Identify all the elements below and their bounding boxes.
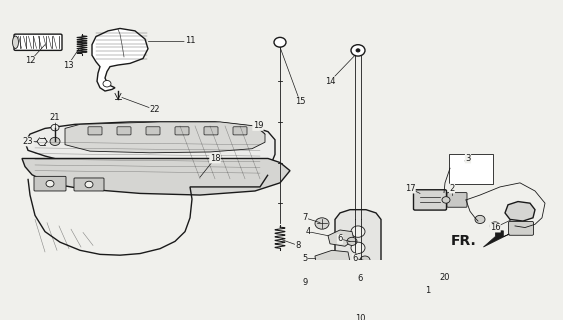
FancyBboxPatch shape bbox=[233, 127, 247, 135]
Text: 15: 15 bbox=[295, 97, 305, 106]
FancyBboxPatch shape bbox=[34, 176, 66, 191]
Text: 13: 13 bbox=[62, 60, 73, 69]
Polygon shape bbox=[505, 202, 535, 221]
Circle shape bbox=[419, 271, 431, 281]
FancyBboxPatch shape bbox=[88, 127, 102, 135]
Circle shape bbox=[490, 222, 500, 230]
FancyBboxPatch shape bbox=[413, 190, 446, 210]
FancyBboxPatch shape bbox=[447, 193, 467, 207]
Circle shape bbox=[365, 276, 375, 284]
Text: 6: 6 bbox=[337, 235, 343, 244]
Circle shape bbox=[50, 137, 60, 146]
Polygon shape bbox=[315, 250, 350, 268]
Polygon shape bbox=[25, 122, 275, 180]
FancyBboxPatch shape bbox=[74, 178, 104, 191]
Polygon shape bbox=[315, 276, 349, 294]
Circle shape bbox=[356, 49, 360, 52]
Text: 4: 4 bbox=[305, 227, 311, 236]
Text: 8: 8 bbox=[296, 241, 301, 250]
Circle shape bbox=[399, 270, 415, 283]
Ellipse shape bbox=[12, 36, 19, 48]
Circle shape bbox=[103, 80, 111, 87]
Text: 14: 14 bbox=[325, 77, 335, 86]
Circle shape bbox=[404, 274, 410, 279]
Circle shape bbox=[351, 242, 365, 253]
Text: 17: 17 bbox=[405, 184, 415, 193]
FancyBboxPatch shape bbox=[117, 127, 131, 135]
FancyBboxPatch shape bbox=[204, 127, 218, 135]
Text: 3: 3 bbox=[465, 154, 471, 163]
Text: 2: 2 bbox=[449, 184, 455, 193]
Circle shape bbox=[274, 37, 286, 47]
Text: 10: 10 bbox=[355, 314, 365, 320]
Text: 5: 5 bbox=[302, 254, 307, 263]
Text: 9: 9 bbox=[302, 278, 307, 287]
FancyBboxPatch shape bbox=[508, 221, 534, 235]
Text: 6: 6 bbox=[352, 254, 358, 263]
Circle shape bbox=[85, 181, 93, 188]
FancyBboxPatch shape bbox=[146, 127, 160, 135]
Polygon shape bbox=[92, 28, 148, 91]
Text: 21: 21 bbox=[50, 113, 60, 122]
Text: 20: 20 bbox=[440, 273, 450, 283]
Circle shape bbox=[442, 197, 450, 203]
Circle shape bbox=[347, 237, 357, 245]
Circle shape bbox=[351, 226, 365, 237]
Circle shape bbox=[46, 180, 54, 187]
Polygon shape bbox=[335, 210, 381, 301]
Circle shape bbox=[315, 218, 329, 229]
Text: 16: 16 bbox=[490, 223, 501, 232]
Text: 18: 18 bbox=[209, 154, 220, 163]
Text: 6: 6 bbox=[358, 274, 363, 283]
Circle shape bbox=[51, 124, 59, 131]
Text: 11: 11 bbox=[185, 36, 195, 45]
Text: 22: 22 bbox=[150, 105, 160, 114]
Circle shape bbox=[360, 256, 370, 264]
Polygon shape bbox=[22, 158, 290, 195]
FancyBboxPatch shape bbox=[14, 34, 62, 50]
Circle shape bbox=[341, 301, 351, 309]
Polygon shape bbox=[484, 231, 510, 247]
Text: 23: 23 bbox=[23, 137, 33, 146]
Polygon shape bbox=[328, 230, 354, 246]
Circle shape bbox=[475, 215, 485, 223]
Text: 12: 12 bbox=[25, 56, 35, 66]
FancyBboxPatch shape bbox=[449, 154, 493, 184]
FancyBboxPatch shape bbox=[175, 127, 189, 135]
Polygon shape bbox=[65, 122, 265, 153]
Text: 19: 19 bbox=[253, 122, 263, 131]
Text: 7: 7 bbox=[302, 213, 308, 222]
Text: FR.: FR. bbox=[450, 234, 476, 248]
Circle shape bbox=[351, 45, 365, 56]
Circle shape bbox=[351, 262, 365, 274]
Circle shape bbox=[385, 301, 395, 309]
Text: 1: 1 bbox=[426, 286, 431, 295]
